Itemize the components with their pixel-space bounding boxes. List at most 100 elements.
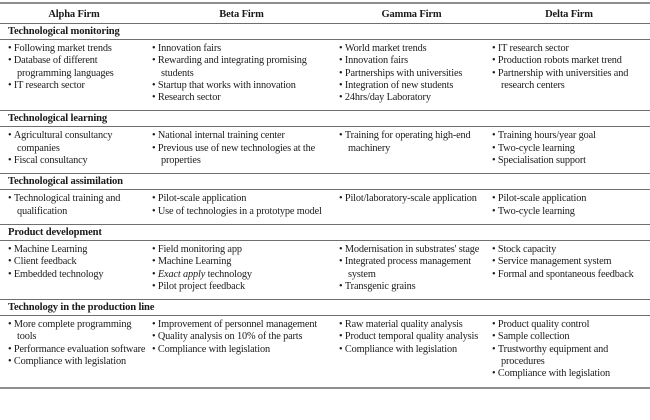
bullet-item: Product temporal quality analysis xyxy=(339,331,486,343)
bullet-list: Pilot/laboratory-scale application xyxy=(339,193,486,205)
firm-cell: Machine LearningClient feedbackEmbedded … xyxy=(0,240,148,301)
bullet-item: Compliance with legislation xyxy=(152,344,333,356)
firm-capabilities-table: Alpha Firm Beta Firm Gamma Firm Delta Fi… xyxy=(0,2,650,389)
firm-cell: National internal training centerPreviou… xyxy=(148,126,335,175)
bullet-list: Improvement of personnel managementQuali… xyxy=(152,319,333,356)
firm-cell: Raw material quality analysisProduct tem… xyxy=(335,315,488,389)
firm-cell: Following market trendsDatabase of diffe… xyxy=(0,39,148,112)
bullet-item: Two-cycle learning xyxy=(492,206,648,218)
column-header-alpha-firm: Alpha Firm xyxy=(0,2,148,24)
firm-cell: Training hours/year goalTwo-cycle learni… xyxy=(488,126,650,175)
column-header-beta-firm: Beta Firm xyxy=(148,2,335,24)
section-content-row: Agricultural consultancy companiesFiscal… xyxy=(0,126,650,175)
bullet-list: Pilot-scale applicationTwo-cycle learnin… xyxy=(492,193,648,218)
section-content-row: More complete programming toolsPerforman… xyxy=(0,315,650,389)
firm-cell: Pilot-scale applicationTwo-cycle learnin… xyxy=(488,189,650,225)
bullet-item: Sample collection xyxy=(492,331,648,343)
bullet-item: Stock capacity xyxy=(492,244,648,256)
bullet-list: Training for operating high-end machiner… xyxy=(339,130,486,155)
firm-cell: Agricultural consultancy companiesFiscal… xyxy=(0,126,148,175)
bullet-item: Training hours/year goal xyxy=(492,130,648,142)
bullet-list: World market trendsInnovation fairsPartn… xyxy=(339,43,486,104)
bullet-list: Following market trendsDatabase of diffe… xyxy=(8,43,146,92)
bullet-item: Technological training and qualification xyxy=(8,193,146,218)
bullet-item: Innovation fairs xyxy=(339,55,486,67)
bullet-item: Agricultural consultancy companies xyxy=(8,130,146,155)
column-header-gamma-firm: Gamma Firm xyxy=(335,2,488,24)
bullet-item: Startup that works with innovation xyxy=(152,80,333,92)
bullet-list: Innovation fairsRewarding and integratin… xyxy=(152,43,333,104)
firm-cell: IT research sectorProduction robots mark… xyxy=(488,39,650,112)
firm-cell: Product quality controlSample collection… xyxy=(488,315,650,389)
bullet-item: Modernisation in substrates' stage xyxy=(339,244,486,256)
bullet-item: Following market trends xyxy=(8,43,146,55)
section-content-row: Machine LearningClient feedbackEmbedded … xyxy=(0,240,650,301)
bullet-item: Trustworthy equipment and procedures xyxy=(492,344,648,369)
bullet-list: Stock capacityService management systemF… xyxy=(492,244,648,281)
bullet-list: More complete programming toolsPerforman… xyxy=(8,319,146,368)
firm-cell: Pilot/laboratory-scale application xyxy=(335,189,488,225)
bullet-item: Compliance with legislation xyxy=(492,368,648,380)
section-title-row: Technological learning xyxy=(0,110,650,128)
firm-cell: More complete programming toolsPerforman… xyxy=(0,315,148,389)
section-title: Technology in the production line xyxy=(0,299,650,317)
firm-cell: Technological training and qualification xyxy=(0,189,148,225)
bullet-item: Innovation fairs xyxy=(152,43,333,55)
bullet-item: Fiscal consultancy xyxy=(8,155,146,167)
bullet-item: Service management system xyxy=(492,256,648,268)
bullet-list: Product quality controlSample collection… xyxy=(492,319,648,380)
bullet-item: Pilot-scale application xyxy=(152,193,333,205)
firm-cell: Innovation fairsRewarding and integratin… xyxy=(148,39,335,112)
bullet-item: Transgenic grains xyxy=(339,281,486,293)
bullet-list: Pilot-scale applicationUse of technologi… xyxy=(152,193,333,218)
bullet-item: Client feedback xyxy=(8,256,146,268)
bullet-item: 24hrs/day Laboratory xyxy=(339,92,486,104)
bullet-item: More complete programming tools xyxy=(8,319,146,344)
bullet-item: Machine Learning xyxy=(152,256,333,268)
firm-cell: Improvement of personnel managementQuali… xyxy=(148,315,335,389)
bullet-item: Training for operating high-end machiner… xyxy=(339,130,486,155)
bullet-item: Production robots market trend xyxy=(492,55,648,67)
firm-cell: Modernisation in substrates' stageIntegr… xyxy=(335,240,488,301)
italic-text: Exact apply xyxy=(157,268,206,280)
bullet-item: Rewarding and integrating promising stud… xyxy=(152,55,333,80)
bullet-item: Research sector xyxy=(152,92,333,104)
bullet-list: Machine LearningClient feedbackEmbedded … xyxy=(8,244,146,281)
firm-cell: Training for operating high-end machiner… xyxy=(335,126,488,175)
bullet-item: Two-cycle learning xyxy=(492,143,648,155)
section-title: Product development xyxy=(0,224,650,241)
header-row: Alpha Firm Beta Firm Gamma Firm Delta Fi… xyxy=(0,2,650,24)
bullet-item: Improvement of personnel management xyxy=(152,319,333,331)
firm-cell: Stock capacityService management systemF… xyxy=(488,240,650,301)
table-body: Technological monitoring Following market… xyxy=(0,23,650,389)
bullet-list: Technological training and qualification xyxy=(8,193,146,218)
table-header: Alpha Firm Beta Firm Gamma Firm Delta Fi… xyxy=(0,2,650,24)
bullet-item: Compliance with legislation xyxy=(339,344,486,356)
bullet-item: Product quality control xyxy=(492,319,648,331)
bullet-item: Database of different programming langua… xyxy=(8,55,146,80)
bullet-item: World market trends xyxy=(339,43,486,55)
bullet-item: Quality analysis on 10% of the parts xyxy=(152,331,333,343)
bullet-item: Pilot-scale application xyxy=(492,193,648,205)
bullet-list: Field monitoring appMachine LearningExac… xyxy=(152,244,333,293)
bullet-item: Pilot/laboratory-scale application xyxy=(339,193,486,205)
bullet-item: Use of technologies in a prototype model xyxy=(152,206,333,218)
bullet-item: Performance evaluation software xyxy=(8,344,146,356)
bullet-item: Partnerships with universities xyxy=(339,68,486,80)
bullet-item: Compliance with legislation xyxy=(8,356,146,368)
bullet-item: Previous use of new technologies at the … xyxy=(152,143,333,168)
bullet-item: Machine Learning xyxy=(8,244,146,256)
bullet-item: Specialisation support xyxy=(492,155,648,167)
section-title: Technological assimilation xyxy=(0,173,650,191)
bullet-list: Agricultural consultancy companiesFiscal… xyxy=(8,130,146,167)
bullet-item: Embedded technology xyxy=(8,269,146,281)
bullet-item: National internal training center xyxy=(152,130,333,142)
bullet-item: Field monitoring app xyxy=(152,244,333,256)
bullet-item: Integrated process management system xyxy=(339,256,486,281)
bullet-item: IT research sector xyxy=(8,80,146,92)
section-title-row: Technology in the production line xyxy=(0,299,650,317)
firm-cell: Pilot-scale applicationUse of technologi… xyxy=(148,189,335,225)
bullet-list: Training hours/year goalTwo-cycle learni… xyxy=(492,130,648,167)
bullet-item: Integration of new students xyxy=(339,80,486,92)
bullet-item: Formal and spontaneous feedback xyxy=(492,269,648,281)
